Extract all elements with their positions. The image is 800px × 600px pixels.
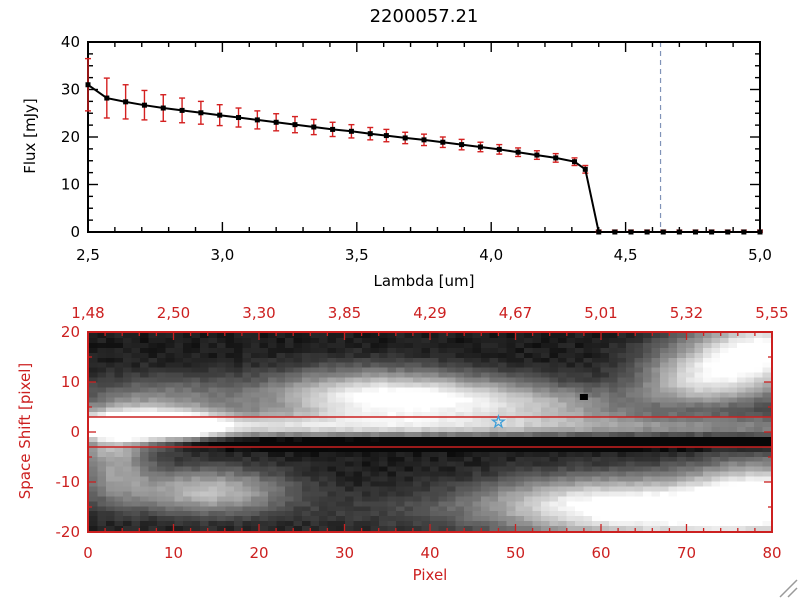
wavelength-label: 4,67: [499, 304, 532, 322]
flux-marker: [596, 229, 602, 235]
flux-marker: [676, 229, 682, 235]
y-tick-label: 0: [70, 223, 80, 241]
flux-marker: [104, 95, 110, 101]
pixel-tick-label: 20: [249, 544, 268, 562]
pixel-tick-label: 40: [420, 544, 439, 562]
shift-tick-label: -10: [56, 473, 81, 491]
wavelength-label: 3,85: [328, 304, 361, 322]
flux-marker: [198, 110, 204, 116]
star-marker: [490, 413, 507, 429]
resize-grip[interactable]: [779, 579, 798, 598]
wavelength-label: 4,29: [413, 304, 446, 322]
flux-marker: [236, 115, 242, 121]
flux-marker: [477, 144, 483, 150]
flux-marker: [273, 119, 279, 125]
flux-marker: [725, 229, 731, 235]
pixel-tick-label: 0: [83, 544, 93, 562]
wavelength-label: 5,32: [670, 304, 703, 322]
wavelength-label: 3,30: [242, 304, 275, 322]
plot-title: 2200057.21: [369, 6, 479, 27]
wavelength-label: 1,48: [71, 304, 104, 322]
flux-marker: [582, 166, 588, 172]
flux-marker: [123, 99, 129, 105]
flux-marker: [515, 149, 521, 155]
flux-marker: [553, 155, 559, 161]
flux-marker: [160, 105, 166, 111]
flux-marker: [217, 112, 223, 118]
y-tick-label: 30: [61, 81, 80, 99]
flux-marker: [179, 107, 185, 113]
spectrogram-frame: [87, 331, 773, 533]
pixel-tick-label: 70: [677, 544, 696, 562]
flux-marker: [572, 159, 578, 165]
shift-tick-label: 0: [70, 423, 80, 441]
wavelength-label: 5,55: [755, 304, 788, 322]
dark-pixel-marker: [579, 394, 588, 400]
wavelength-label: 5,01: [584, 304, 617, 322]
x-tick-label: 5,0: [748, 246, 772, 264]
flux-marker: [644, 229, 650, 235]
pixel-tick-label: 50: [506, 544, 525, 562]
pixel-tick-label: 80: [762, 544, 781, 562]
x-tick-label: 3,0: [210, 246, 234, 264]
flux-marker: [311, 124, 317, 130]
flux-marker: [709, 229, 715, 235]
flux-marker: [254, 117, 260, 123]
flux-marker: [692, 229, 698, 235]
flux-marker: [367, 131, 373, 137]
pixel-tick-label: 60: [591, 544, 610, 562]
flux-marker: [383, 133, 389, 139]
flux-line: [87, 83, 760, 233]
wavelength-label: 2,50: [157, 304, 190, 322]
flux-marker: [496, 146, 502, 152]
shift-tick-label: -20: [56, 523, 81, 541]
flux-marker: [348, 128, 354, 134]
x-tick-label: 2,5: [76, 246, 100, 264]
x-tick-label: 3,5: [345, 246, 369, 264]
resize-grip[interactable]: [787, 587, 798, 598]
spectrogram-image: [89, 333, 771, 531]
flux-marker: [85, 82, 91, 88]
flux-marker: [741, 229, 747, 235]
flux-marker: [757, 229, 763, 235]
shift-tick-label: 10: [61, 373, 80, 391]
y-tick-label: 10: [61, 176, 80, 194]
flux-marker: [612, 229, 618, 235]
flux-marker: [330, 126, 336, 132]
y-tick-label: 20: [61, 128, 80, 146]
pixel-tick-label: 30: [335, 544, 354, 562]
flux-marker: [440, 139, 446, 145]
flux-marker: [459, 142, 465, 148]
flux-marker: [141, 102, 147, 108]
flux-marker: [421, 137, 427, 143]
shift-tick-label: 20: [61, 323, 80, 341]
flux-marker: [402, 135, 408, 141]
pixel-tick-label: 10: [164, 544, 183, 562]
flux-marker: [660, 229, 666, 235]
flux-marker: [292, 122, 298, 128]
x-tick-label: 4,5: [614, 246, 638, 264]
flux-marker: [534, 152, 540, 158]
y-tick-label: 40: [61, 33, 80, 51]
flux-marker: [628, 229, 634, 235]
x-tick-label: 4,0: [479, 246, 503, 264]
